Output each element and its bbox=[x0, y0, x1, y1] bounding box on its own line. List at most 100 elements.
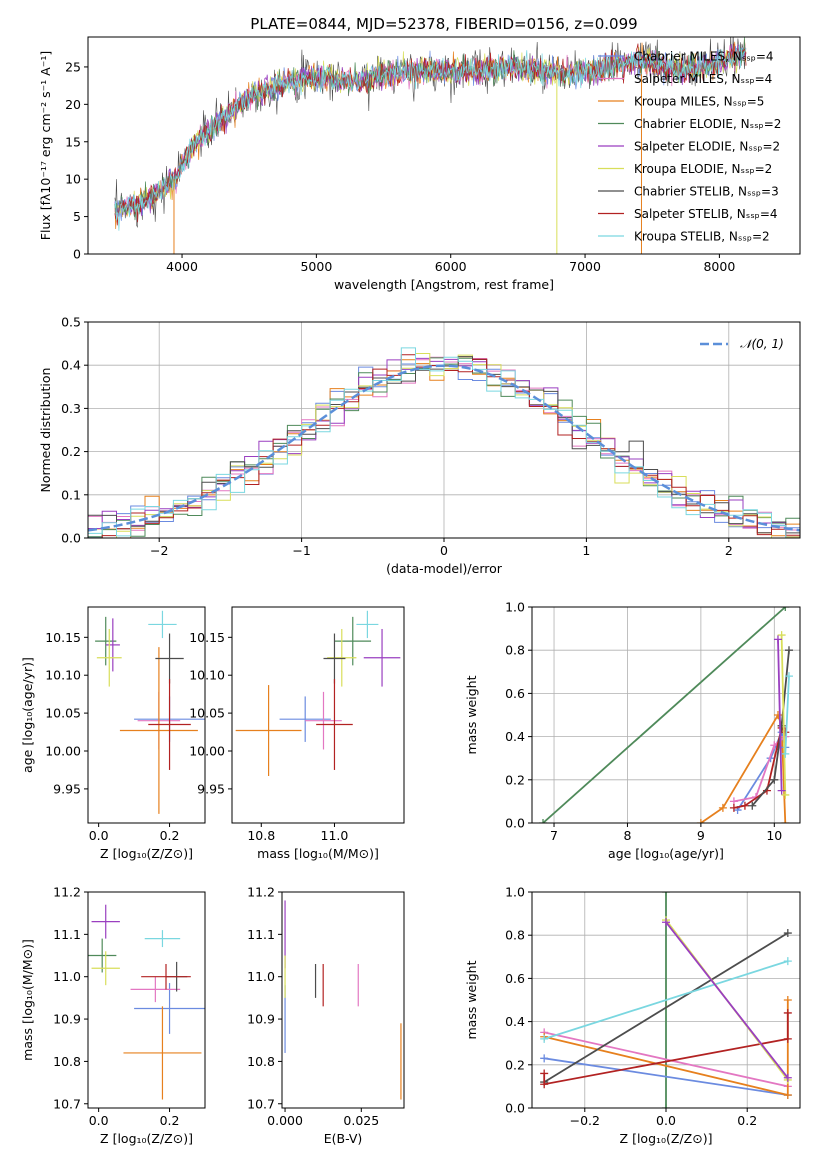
y-tick-label: 11.0 bbox=[53, 969, 81, 984]
x-axis-label: mass [log₁₀(M/M⊙)] bbox=[257, 846, 379, 861]
axes-frame bbox=[87, 606, 206, 824]
y-tick-label: 0.6 bbox=[505, 971, 525, 986]
y-tick-label: 5 bbox=[73, 209, 81, 224]
y-tick-label: 0.2 bbox=[505, 1057, 525, 1072]
x-tick-label: 10.8 bbox=[247, 828, 275, 843]
marker-chabrier_stelib bbox=[783, 929, 792, 938]
y-axis-label: Flux [fλ10⁻¹⁷ erg cm⁻² s⁻¹ A⁻¹] bbox=[38, 51, 53, 240]
legend-label-kroupa_miles: Kroupa MILES, Nₛₛₚ=5 bbox=[634, 95, 764, 109]
marker-chabrier_elodie bbox=[539, 819, 548, 823]
x-tick-label: 7000 bbox=[569, 259, 601, 274]
x-axis-label: Z [log₁₀(Z/Z⊙)] bbox=[620, 1131, 713, 1146]
series-line-chabrier_stelib bbox=[543, 932, 789, 1083]
y-tick-label: 10 bbox=[65, 172, 81, 187]
legend: Chabrier MILES, Nₛₛₚ=4 Salpeter MILES, Nₛ… bbox=[598, 50, 781, 244]
y-tick-label: 10.8 bbox=[247, 1054, 275, 1069]
y-axis-label: mass weight bbox=[464, 675, 479, 754]
marker-kroupa_miles bbox=[783, 996, 792, 1004]
x-tick-label: 0.000 bbox=[267, 1113, 303, 1128]
plot-area bbox=[88, 347, 800, 538]
series-line-salpeter_elodie bbox=[777, 639, 783, 791]
marker-kroupa_miles bbox=[783, 1091, 792, 1100]
y-tick-label: 11.2 bbox=[247, 885, 275, 900]
marker-kroupa_stelib bbox=[784, 672, 793, 681]
y-tick-label: 0.2 bbox=[505, 772, 525, 787]
x-tick-label: 0.025 bbox=[343, 1113, 379, 1128]
y-tick-label: 0.6 bbox=[505, 686, 525, 701]
marker-chabrier_elodie bbox=[781, 607, 790, 611]
plot-area bbox=[235, 610, 401, 777]
series-line-chabrier_stelib bbox=[751, 650, 790, 807]
x-tick-label: 2 bbox=[725, 543, 733, 558]
legend-label-chabrier_elodie: Chabrier ELODIE, Nₛₛₚ=2 bbox=[634, 117, 781, 131]
series-line-salpeter_miles bbox=[544, 1031, 788, 1088]
plot-area bbox=[88, 904, 205, 1100]
marker-kroupa_elodie bbox=[777, 631, 786, 640]
marker-salpeter_elodie bbox=[783, 1073, 792, 1082]
marker-kroupa_miles bbox=[773, 711, 782, 719]
marker-chabrier_miles bbox=[540, 1054, 549, 1063]
chart-spectrum: Chabrier MILES, Nₛₛₚ=4 Salpeter MILES, Nₛ… bbox=[38, 36, 801, 292]
marker-kroupa_elodie bbox=[781, 790, 790, 799]
x-tick-label: 8000 bbox=[703, 259, 735, 274]
legend-label-salpeter_elodie: Salpeter ELODIE, Nₛₛₚ=2 bbox=[634, 140, 780, 154]
legend-label-kroupa_stelib: Kroupa STELIB, Nₛₛₚ=2 bbox=[634, 230, 770, 244]
y-tick-label: 25 bbox=[65, 59, 81, 74]
y-tick-label: 10.15 bbox=[45, 630, 81, 645]
y-tick-label: 0.4 bbox=[505, 729, 525, 744]
plot-area bbox=[114, 37, 747, 254]
marker-salpeter_stelib bbox=[783, 1034, 792, 1043]
y-tick-label: 0.8 bbox=[505, 643, 525, 658]
y-tick-label: 9.95 bbox=[197, 781, 225, 796]
marker-kroupa_miles bbox=[696, 819, 705, 823]
chart-age_vs_Z: 0.0 0.2 9.95 10.00 10.05 10.10 10.15 Z [log₁₀(Z… bbox=[20, 606, 206, 861]
gaussian-curve bbox=[88, 364, 800, 532]
series-line-salpeter_elodie bbox=[665, 921, 789, 1079]
y-axis-label: age [log₁₀(age/yr)] bbox=[20, 657, 35, 773]
y-tick-label: 15 bbox=[65, 134, 81, 149]
y-tick-label: 11.0 bbox=[247, 969, 275, 984]
series-line-chabrier_elodie bbox=[114, 37, 747, 221]
legend-label-chabrier_stelib: Chabrier STELIB, Nₛₛₚ=3 bbox=[634, 185, 779, 199]
legend-label-gaussian: 𝒩(0, 1) bbox=[740, 337, 784, 351]
x-tick-label: −2 bbox=[150, 543, 168, 558]
marker-salpeter_elodie bbox=[662, 918, 670, 927]
axes-frame bbox=[87, 36, 801, 255]
y-tick-label: 10.00 bbox=[189, 744, 225, 759]
legend-label-salpeter_miles: Salpeter MILES, Nₛₛₚ=4 bbox=[634, 72, 772, 86]
plot-area bbox=[95, 610, 205, 814]
axes-frame bbox=[281, 891, 405, 1109]
marker-salpeter_stelib bbox=[540, 1080, 549, 1089]
y-tick-label: 11.2 bbox=[53, 885, 81, 900]
y-axis-label: mass weight bbox=[464, 960, 479, 1039]
y-tick-label: 10.00 bbox=[45, 744, 81, 759]
chart-weight_vs_Z: −0.2 0.0 0.2 0.0 0.2 0.4 0.6 0.8 1.0 Z [log₁₀(Z/Z… bbox=[464, 885, 801, 1146]
marker-salpeter_stelib bbox=[740, 801, 749, 810]
y-tick-label: 10.9 bbox=[247, 1012, 275, 1027]
x-tick-label: 9 bbox=[697, 828, 705, 843]
x-tick-label: 0.0 bbox=[89, 1113, 109, 1128]
series-line-kroupa_stelib bbox=[543, 960, 789, 1040]
series-line-chabrier_elodie bbox=[542, 607, 786, 823]
marker-salpeter_stelib bbox=[729, 803, 738, 812]
plot-area bbox=[539, 607, 793, 823]
y-tick-label: 10.7 bbox=[247, 1096, 275, 1111]
figure-title: PLATE=0844, MJD=52378, FIBERID=0156, z=0… bbox=[250, 15, 637, 33]
x-tick-label: 5000 bbox=[300, 259, 332, 274]
legend-label-chabrier_miles: Chabrier MILES, Nₛₛₚ=4 bbox=[634, 50, 774, 64]
x-tick-label: 0 bbox=[440, 543, 448, 558]
x-tick-label: 0.0 bbox=[656, 1113, 676, 1128]
plot-area bbox=[540, 892, 792, 1108]
plot-area bbox=[284, 900, 402, 1100]
chart-mass_vs_ebv: 0.000 0.025 10.7 10.8 10.9 11.0 11.1 11.2 E(B-V) bbox=[247, 885, 405, 1146]
marker-salpeter_elodie bbox=[777, 786, 786, 795]
marker-chabrier_elodie bbox=[662, 892, 670, 896]
y-tick-label: 1.0 bbox=[505, 600, 525, 615]
x-tick-label: 1 bbox=[582, 543, 590, 558]
marker-salpeter_stelib bbox=[783, 1008, 792, 1017]
y-tick-label: 0.5 bbox=[61, 315, 81, 330]
y-tick-label: 10.7 bbox=[53, 1096, 81, 1111]
y-tick-label: 0.4 bbox=[505, 1014, 525, 1029]
y-tick-label: 10.10 bbox=[189, 668, 225, 683]
y-tick-label: 20 bbox=[65, 97, 81, 112]
